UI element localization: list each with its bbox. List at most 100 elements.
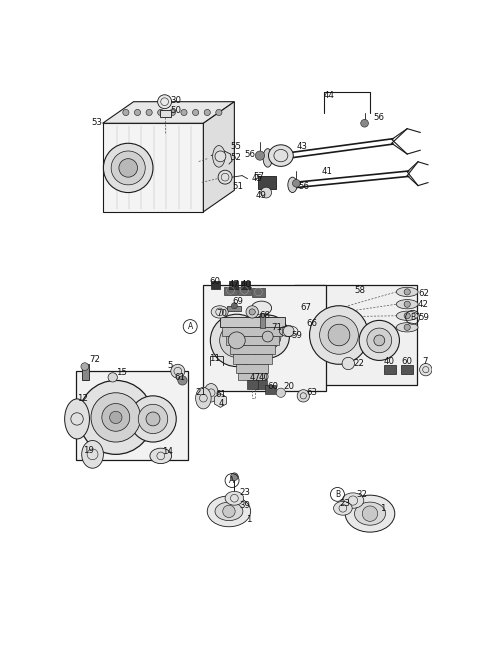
Circle shape — [231, 303, 238, 309]
Text: 40: 40 — [384, 357, 395, 365]
Bar — [240, 281, 250, 289]
Text: 56: 56 — [299, 182, 310, 191]
Ellipse shape — [396, 299, 418, 309]
Text: 20: 20 — [283, 382, 294, 391]
Ellipse shape — [252, 301, 272, 315]
Text: 45: 45 — [252, 174, 263, 183]
Bar — [294, 285, 417, 385]
Text: 53: 53 — [91, 118, 102, 127]
Circle shape — [230, 473, 238, 481]
Circle shape — [359, 320, 399, 360]
Text: 4: 4 — [219, 399, 224, 408]
Circle shape — [109, 411, 122, 424]
Bar — [252, 288, 264, 297]
Text: 19: 19 — [83, 446, 94, 455]
Text: 71: 71 — [271, 323, 282, 332]
Text: 39: 39 — [240, 502, 251, 510]
Circle shape — [404, 301, 410, 307]
Text: 66: 66 — [306, 319, 317, 328]
Circle shape — [103, 143, 153, 193]
Circle shape — [192, 109, 199, 115]
Text: 61: 61 — [175, 373, 186, 382]
Ellipse shape — [288, 177, 297, 193]
Text: 55: 55 — [230, 142, 241, 151]
Circle shape — [320, 316, 359, 354]
Bar — [258, 176, 276, 189]
Bar — [238, 286, 251, 295]
Text: 47: 47 — [229, 280, 240, 290]
Circle shape — [223, 505, 235, 517]
Circle shape — [146, 109, 152, 115]
Text: 5: 5 — [167, 362, 172, 370]
Bar — [256, 381, 267, 389]
Bar — [247, 381, 258, 389]
Circle shape — [204, 109, 210, 115]
Text: 47: 47 — [249, 373, 260, 382]
Ellipse shape — [207, 496, 251, 527]
Bar — [220, 317, 285, 327]
Text: 12: 12 — [77, 394, 88, 403]
Ellipse shape — [65, 399, 89, 439]
Text: 59: 59 — [291, 331, 302, 339]
Ellipse shape — [150, 448, 172, 464]
Bar — [160, 110, 171, 117]
Text: 61: 61 — [215, 390, 226, 399]
Bar — [233, 354, 272, 364]
Ellipse shape — [196, 387, 211, 409]
Circle shape — [218, 170, 232, 184]
Circle shape — [123, 109, 129, 115]
Text: 1: 1 — [246, 515, 252, 523]
Text: 40: 40 — [240, 280, 252, 290]
Text: 40: 40 — [258, 373, 269, 382]
Ellipse shape — [396, 311, 418, 320]
Circle shape — [254, 324, 281, 350]
Text: 41: 41 — [322, 166, 333, 176]
Text: 14: 14 — [162, 447, 173, 456]
Circle shape — [134, 109, 141, 115]
Bar — [222, 327, 282, 336]
Bar — [82, 364, 89, 381]
Ellipse shape — [396, 323, 418, 332]
Ellipse shape — [225, 491, 244, 505]
Bar — [260, 312, 265, 328]
Circle shape — [404, 312, 410, 319]
Text: 32: 32 — [356, 490, 367, 499]
Text: 43: 43 — [296, 142, 307, 151]
Text: 62: 62 — [418, 289, 429, 298]
Circle shape — [362, 506, 378, 521]
Text: 68: 68 — [259, 311, 270, 320]
Circle shape — [220, 324, 254, 358]
Text: 49: 49 — [255, 191, 266, 200]
Circle shape — [157, 95, 172, 109]
Bar — [211, 281, 220, 289]
Circle shape — [91, 393, 141, 442]
Circle shape — [249, 309, 255, 315]
Bar — [224, 286, 237, 295]
Text: 70: 70 — [216, 309, 228, 318]
Circle shape — [215, 151, 226, 162]
Circle shape — [261, 187, 272, 198]
Circle shape — [119, 159, 137, 177]
Bar — [204, 285, 326, 391]
Text: 69: 69 — [232, 297, 243, 307]
Circle shape — [157, 109, 164, 115]
Circle shape — [420, 364, 432, 376]
Bar — [75, 371, 188, 460]
Ellipse shape — [334, 501, 352, 515]
Bar — [265, 385, 276, 394]
Text: 21: 21 — [196, 388, 206, 398]
Text: 23: 23 — [339, 499, 350, 508]
Circle shape — [130, 396, 176, 442]
Circle shape — [228, 332, 245, 349]
Circle shape — [181, 109, 187, 115]
Circle shape — [246, 315, 289, 358]
Circle shape — [216, 109, 222, 115]
Circle shape — [297, 390, 310, 402]
Ellipse shape — [268, 145, 293, 166]
Text: 60: 60 — [210, 276, 221, 286]
Text: 56: 56 — [374, 113, 385, 122]
Bar — [236, 364, 268, 373]
Circle shape — [171, 364, 185, 378]
Text: 63: 63 — [306, 388, 317, 398]
Circle shape — [342, 358, 355, 369]
